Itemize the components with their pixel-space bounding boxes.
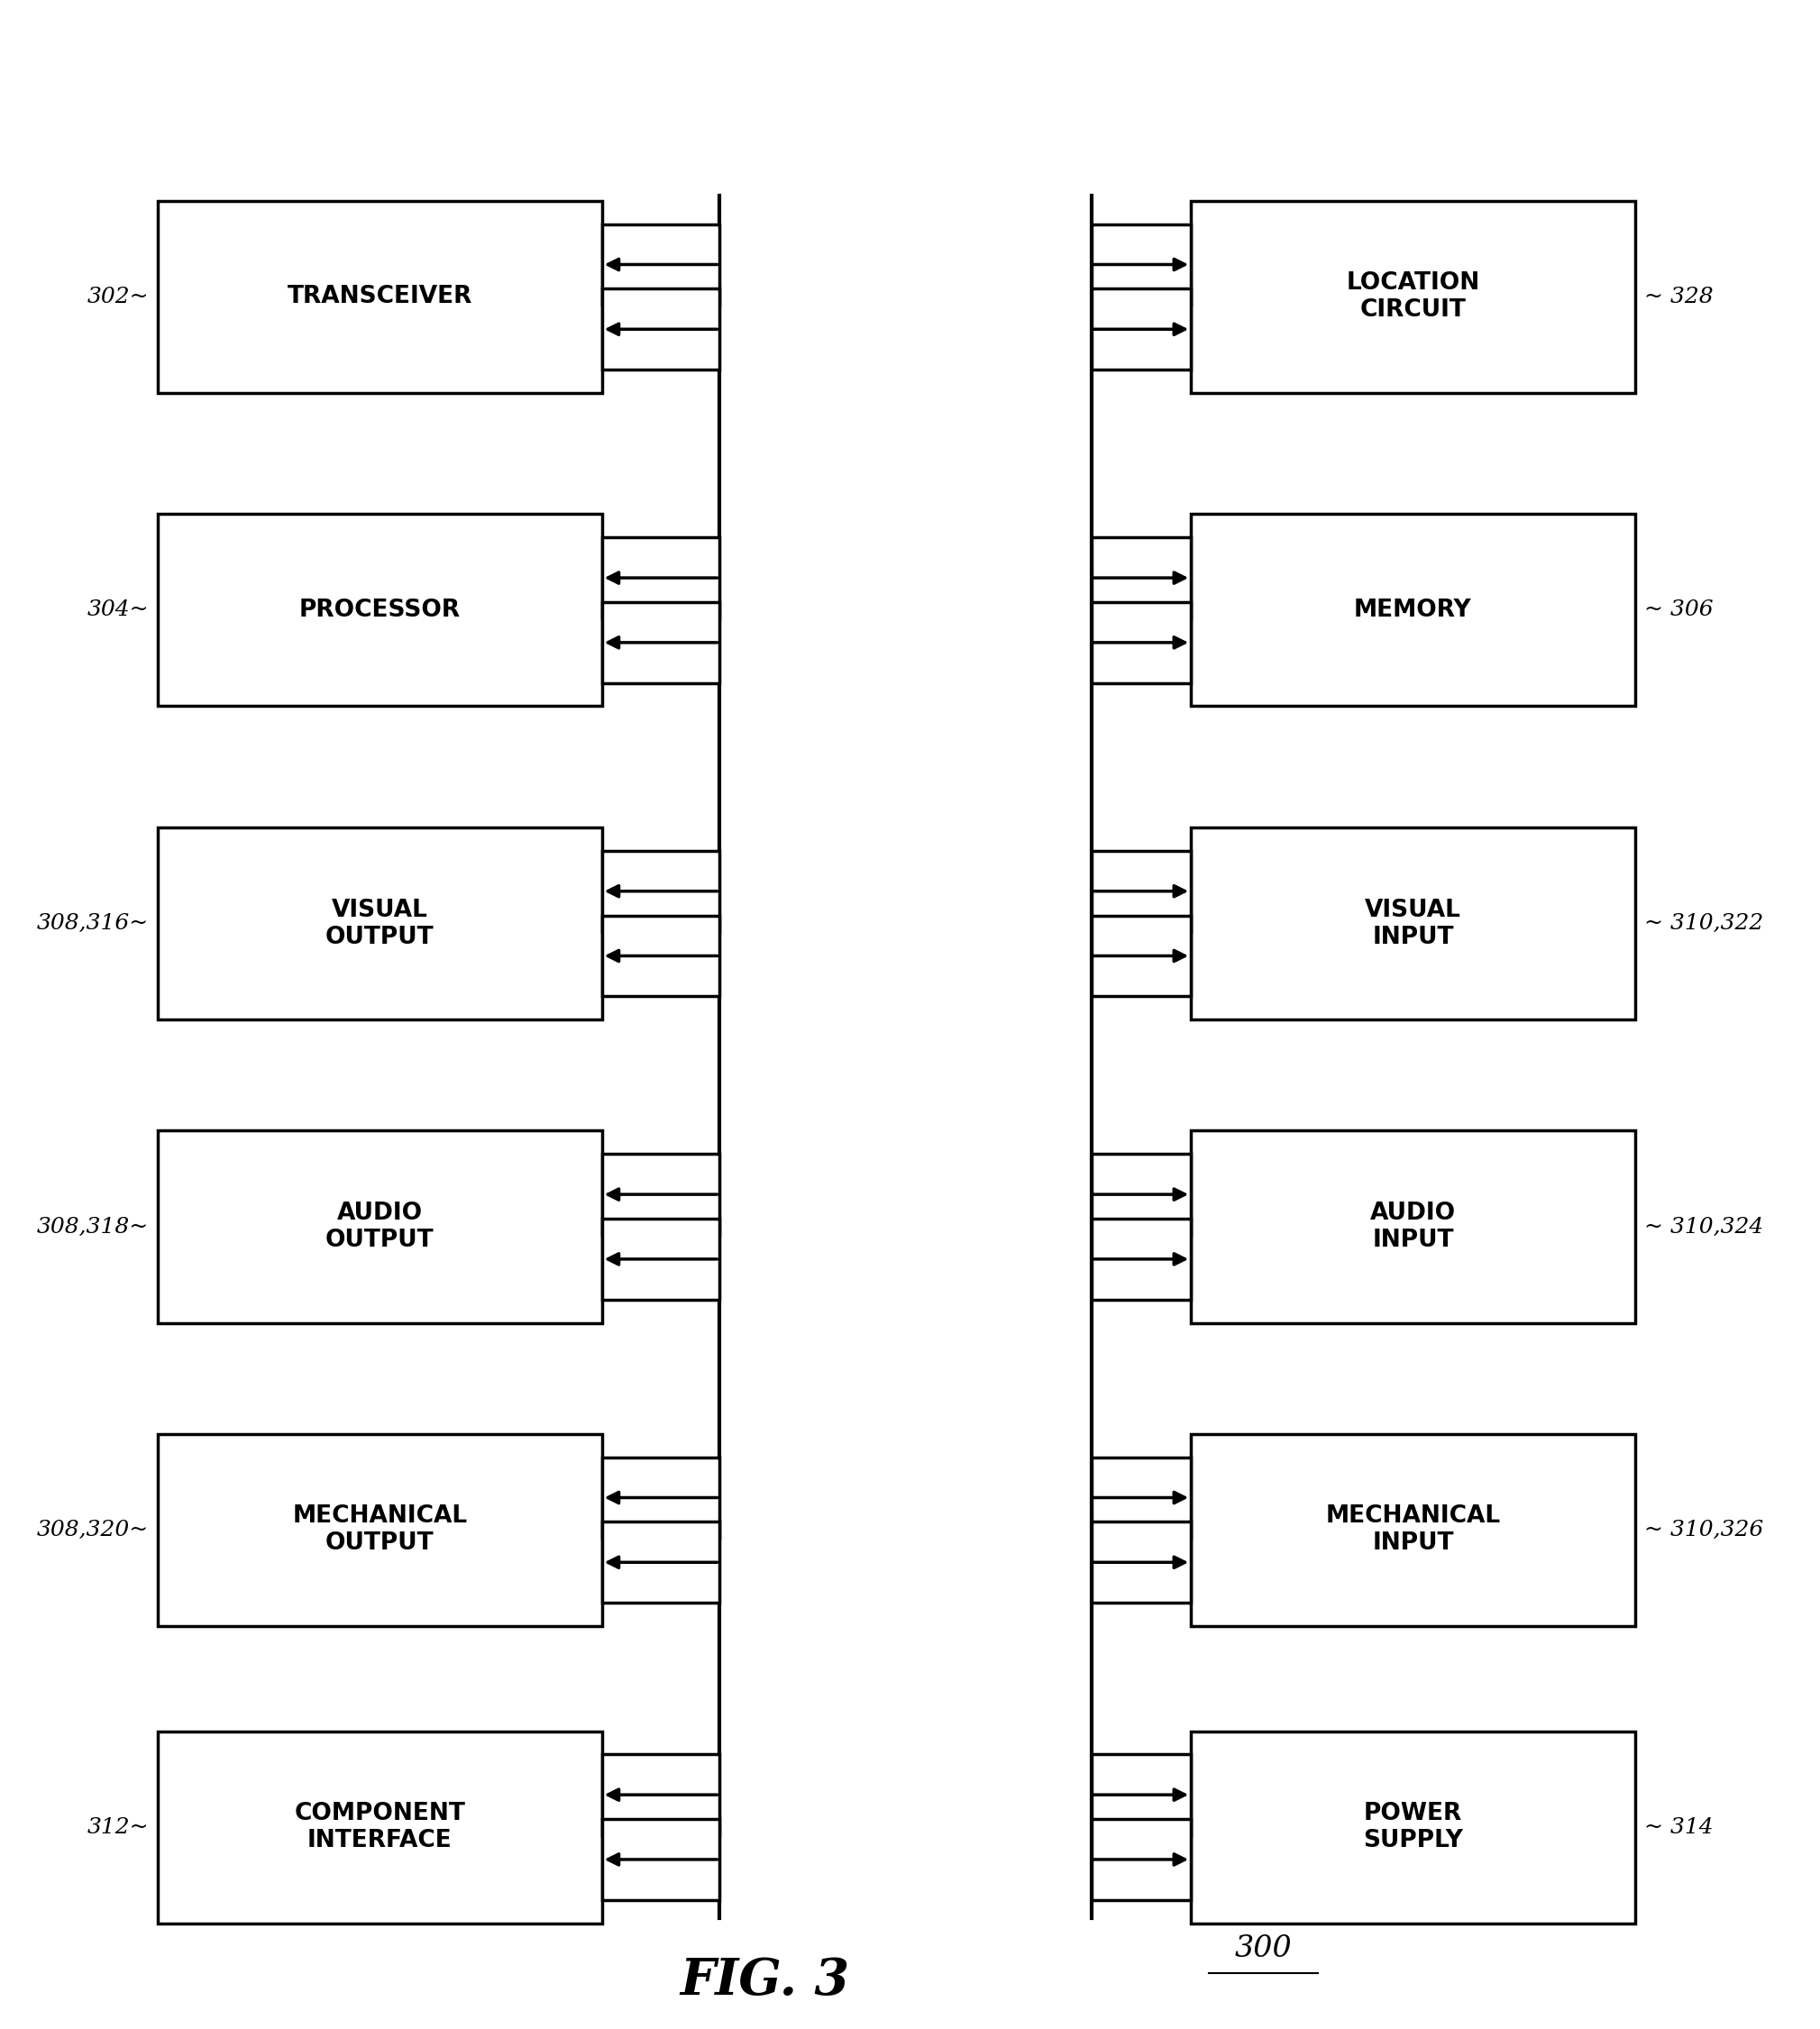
Bar bbox=[602, 288, 719, 369]
Bar bbox=[158, 513, 602, 706]
Text: ~ 310,326: ~ 310,326 bbox=[1643, 1520, 1764, 1540]
Text: MECHANICAL
INPUT: MECHANICAL INPUT bbox=[1325, 1506, 1500, 1554]
Text: ~ 310,322: ~ 310,322 bbox=[1643, 913, 1764, 933]
Bar bbox=[158, 201, 602, 394]
Bar bbox=[602, 1457, 719, 1538]
Bar bbox=[602, 1219, 719, 1299]
Bar bbox=[1092, 223, 1190, 304]
Text: 308,318~: 308,318~ bbox=[36, 1217, 149, 1238]
Bar bbox=[602, 1820, 719, 1899]
Text: ~ 314: ~ 314 bbox=[1643, 1816, 1713, 1838]
Bar bbox=[158, 828, 602, 1019]
Text: ~ 328: ~ 328 bbox=[1643, 286, 1713, 306]
Bar bbox=[602, 603, 719, 684]
Bar bbox=[1190, 1435, 1634, 1625]
Text: VISUAL
INPUT: VISUAL INPUT bbox=[1365, 899, 1461, 950]
Bar bbox=[602, 1755, 719, 1834]
Text: 304~: 304~ bbox=[87, 601, 149, 621]
Text: AUDIO
INPUT: AUDIO INPUT bbox=[1370, 1201, 1456, 1252]
Text: FIG. 3: FIG. 3 bbox=[681, 1956, 850, 2005]
Bar bbox=[1092, 1219, 1190, 1299]
Bar bbox=[158, 1130, 602, 1323]
Text: 308,316~: 308,316~ bbox=[36, 913, 149, 933]
Bar bbox=[602, 538, 719, 619]
Bar bbox=[1092, 603, 1190, 684]
Bar bbox=[1190, 201, 1634, 394]
Bar bbox=[1092, 538, 1190, 619]
Bar bbox=[602, 223, 719, 304]
Bar bbox=[1092, 1755, 1190, 1834]
Text: PROCESSOR: PROCESSOR bbox=[298, 599, 460, 623]
Text: COMPONENT
INTERFACE: COMPONENT INTERFACE bbox=[295, 1802, 466, 1852]
Text: AUDIO
OUTPUT: AUDIO OUTPUT bbox=[326, 1201, 435, 1252]
Bar bbox=[602, 1155, 719, 1236]
Bar bbox=[602, 1522, 719, 1603]
Text: MECHANICAL
OUTPUT: MECHANICAL OUTPUT bbox=[293, 1506, 468, 1554]
Bar bbox=[1092, 1522, 1190, 1603]
Bar bbox=[602, 850, 719, 931]
Bar bbox=[1190, 1731, 1634, 1923]
Text: ~ 306: ~ 306 bbox=[1643, 601, 1713, 621]
Text: LOCATION
CIRCUIT: LOCATION CIRCUIT bbox=[1347, 272, 1480, 323]
Bar bbox=[1092, 288, 1190, 369]
Bar bbox=[1092, 1155, 1190, 1236]
Text: 312~: 312~ bbox=[87, 1816, 149, 1838]
Bar bbox=[1092, 1457, 1190, 1538]
Bar bbox=[158, 1731, 602, 1923]
Text: MEMORY: MEMORY bbox=[1354, 599, 1472, 623]
Bar bbox=[1092, 850, 1190, 931]
Bar bbox=[158, 1435, 602, 1625]
Text: TRANSCEIVER: TRANSCEIVER bbox=[288, 286, 473, 308]
Bar bbox=[602, 915, 719, 996]
Text: VISUAL
OUTPUT: VISUAL OUTPUT bbox=[326, 899, 435, 950]
Bar bbox=[1190, 828, 1634, 1019]
Text: POWER
SUPPLY: POWER SUPPLY bbox=[1363, 1802, 1463, 1852]
Bar bbox=[1190, 1130, 1634, 1323]
Bar bbox=[1092, 1820, 1190, 1899]
Text: 300: 300 bbox=[1234, 1934, 1292, 1962]
Bar bbox=[1190, 513, 1634, 706]
Text: 308,320~: 308,320~ bbox=[36, 1520, 149, 1540]
Text: 302~: 302~ bbox=[87, 286, 149, 306]
Text: ~ 310,324: ~ 310,324 bbox=[1643, 1217, 1764, 1238]
Bar bbox=[1092, 915, 1190, 996]
